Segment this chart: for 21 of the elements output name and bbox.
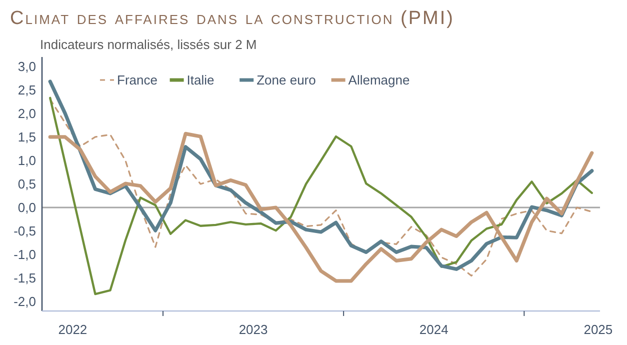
y-tick-label: 2,0	[18, 106, 36, 121]
x-tick-label: 2023	[238, 322, 268, 337]
y-tick-label: -2,0	[14, 294, 36, 310]
y-tick-label: -1,5	[14, 270, 36, 286]
y-tick-label: -1,0	[14, 247, 36, 262]
y-tick-label: 2,5	[18, 82, 36, 98]
chart-subtitle: Indicateurs normalisés, lissés sur 2 M	[40, 37, 257, 52]
y-tick-label: 0,0	[18, 200, 36, 216]
y-tick-label: 3,0	[18, 58, 36, 74]
chart-title: Climat des affaires dans la construction (PMI)	[10, 8, 454, 29]
y-tick-label: 1,0	[18, 152, 36, 168]
x-tick-label: 2024	[419, 322, 448, 337]
legend-label: France	[117, 72, 158, 88]
y-tick-label: 0,5	[18, 176, 36, 192]
x-tick-label: 2022	[58, 322, 88, 337]
y-tick-label: 1,5	[18, 129, 36, 144]
legend-label: Allemagne	[348, 72, 410, 88]
x-tick-label: 2025	[584, 322, 613, 337]
y-tick-label: -0,5	[14, 224, 36, 239]
legend-label: Zone euro	[256, 72, 316, 88]
legend-label: Italie	[186, 72, 214, 88]
